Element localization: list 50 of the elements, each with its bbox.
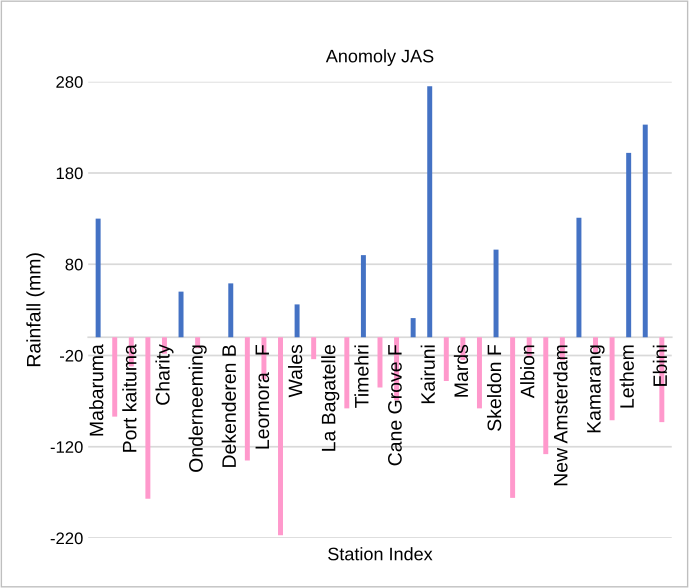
x-tick-label: Kamarang [587, 345, 605, 432]
bar [427, 86, 432, 338]
bar [145, 337, 150, 499]
bar [476, 337, 482, 408]
x-tick-label: Timehri [354, 346, 369, 408]
bar [344, 337, 350, 408]
bar [642, 124, 648, 338]
bar [311, 337, 316, 360]
bar [96, 218, 101, 338]
bar [278, 337, 283, 536]
y-tick-label: 280 [56, 76, 83, 88]
x-tick-label: Port kaituma [122, 344, 137, 452]
x-tick-label: Mards [454, 344, 468, 397]
bar [228, 283, 234, 338]
bar [543, 337, 548, 454]
bar [294, 304, 300, 338]
y-tick-label: -120 [50, 441, 83, 453]
x-tick-label: Skeldon F [486, 344, 502, 431]
x-tick-label: Dekenderen B [222, 345, 236, 467]
bar [178, 292, 184, 338]
chart-title: Anomoly JAS [326, 49, 434, 66]
y-tick-label: 180 [56, 167, 83, 180]
x-tick-label: Wales [288, 344, 302, 398]
x-tick-label: Ebini [652, 346, 668, 386]
x-tick-label: Charity [155, 344, 174, 405]
x-tick-label: La Bagatelle [321, 345, 340, 451]
x-tick-label: New Amsterdam [553, 345, 568, 486]
bar [360, 255, 366, 338]
bar [244, 337, 250, 460]
bar [494, 250, 499, 338]
y-tick-label: -220 [50, 532, 83, 544]
x-tick-label: Leornora F [256, 344, 270, 449]
x-axis-title: Station Index [328, 547, 432, 560]
x-tick-label: Onderneeming [188, 345, 207, 472]
bar [444, 337, 449, 382]
x-tick-label: Kairuni [420, 346, 435, 404]
x-tick-label: Cane Grove F [388, 344, 402, 466]
bar [626, 152, 632, 338]
bar [510, 337, 516, 498]
x-tick-label: Mabaruma [89, 344, 104, 436]
y-tick-label: 80 [66, 258, 83, 270]
bar [112, 337, 118, 417]
x-tick-label: Lethem [620, 345, 634, 408]
x-tick-label: Albion [520, 345, 534, 398]
bar [610, 337, 615, 420]
y-axis-title: Rainfall (mm) [26, 253, 44, 366]
bar [377, 337, 382, 388]
y-tick-label: -20 [60, 350, 83, 362]
bar [576, 218, 582, 338]
bar [410, 318, 416, 338]
